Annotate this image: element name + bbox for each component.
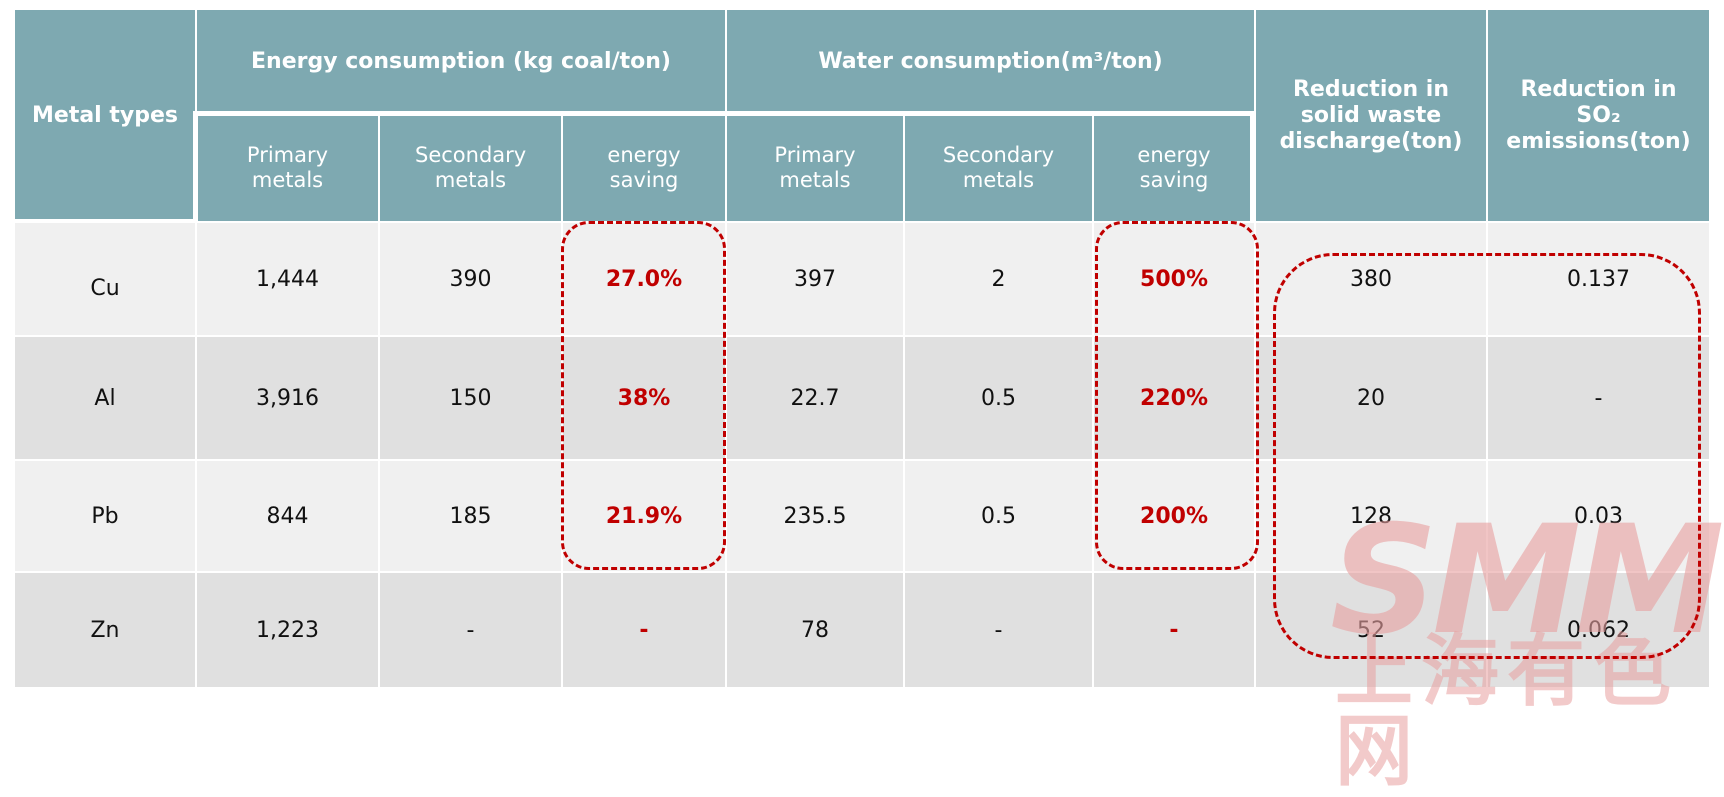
header-water-consumption: Water consumption(m³/ton) [725,8,1256,115]
table-row: Pb 844 185 21.9% 235.5 0.5 200% 128 0.03 [13,459,1711,573]
header-metal-types: Metal types [13,8,197,223]
energy-saving-cell: - [561,571,727,689]
energy-saving-cell: 38% [561,335,727,461]
subheader-water-primary: Primary metals [725,113,905,223]
metal-type-cell: Cu [13,221,197,337]
water-saving-highlight-box [1095,221,1259,570]
so2-cell: - [1486,335,1711,461]
header-bottom-border [13,219,198,223]
water-primary-cell: 397 [725,221,905,337]
energy-primary-cell: 1,444 [195,221,380,337]
metal-type-cell: Zn [13,571,197,689]
water-secondary-cell: 0.5 [903,335,1094,461]
energy-saving-highlight-box [561,221,726,570]
energy-secondary-cell: - [378,571,563,689]
solid-waste-cell: 128 [1254,459,1488,573]
header-energy-consumption: Energy consumption (kg coal/ton) [195,8,727,115]
energy-primary-cell: 3,916 [195,335,380,461]
water-saving-cell: 220% [1092,335,1256,461]
header-solid-waste: Reduction in solid waste discharge(ton) [1254,8,1488,223]
water-secondary-cell: 2 [903,221,1094,337]
water-secondary-cell: - [903,571,1094,689]
subheader-energy-primary: Primary metals [195,113,380,223]
subheader-right-border [1250,111,1255,221]
subheader-top-border [193,111,1255,116]
water-secondary-cell: 0.5 [903,459,1094,573]
metal-type-cell: Al [13,335,197,461]
header-so2: Reduction in SO₂ emissions(ton) [1486,8,1711,223]
metal-type-cell: Pb [13,459,197,573]
energy-secondary-cell: 150 [378,335,563,461]
so2-cell: 0.03 [1486,459,1711,573]
water-primary-cell: 235.5 [725,459,905,573]
energy-primary-cell: 844 [195,459,380,573]
subheader-left-border [193,111,198,221]
energy-primary-cell: 1,223 [195,571,380,689]
water-saving-cell: - [1092,571,1256,689]
water-primary-cell: 78 [725,571,905,689]
energy-secondary-cell: 185 [378,459,563,573]
table-row: Al 3,916 150 38% 22.7 0.5 220% 20 - [13,335,1711,461]
subheader-water-saving: energy saving [1092,113,1256,223]
subheader-energy-secondary: Secondary metals [378,113,563,223]
reduction-highlight-box [1273,253,1701,659]
energy-secondary-cell: 390 [378,221,563,337]
subheader-energy-saving: energy saving [561,113,727,223]
energy-saving-cell: 21.9% [561,459,727,573]
subheader-water-secondary: Secondary metals [903,113,1094,223]
water-primary-cell: 22.7 [725,335,905,461]
